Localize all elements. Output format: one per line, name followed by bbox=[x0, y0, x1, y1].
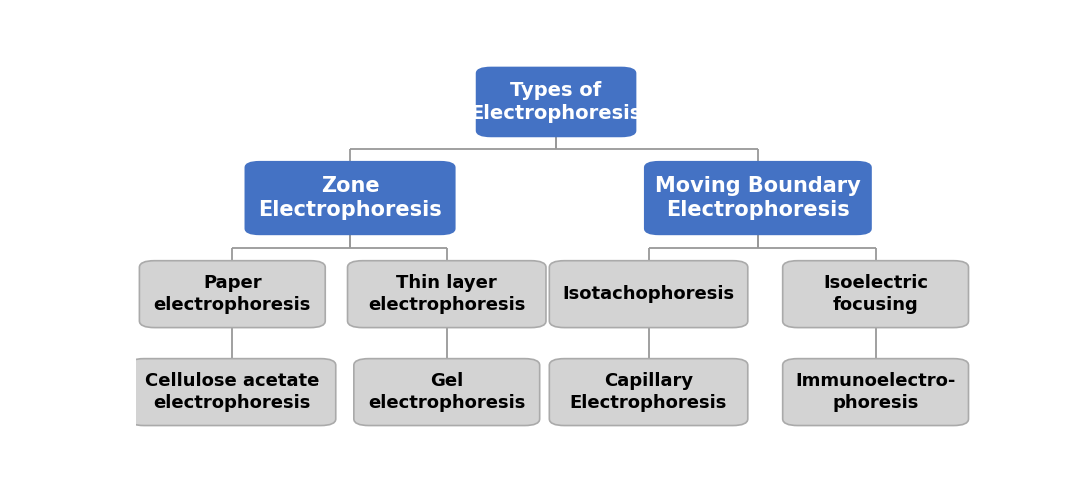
Text: Capillary
Electrophoresis: Capillary Electrophoresis bbox=[570, 372, 727, 412]
FancyBboxPatch shape bbox=[129, 359, 335, 426]
Text: Moving Boundary
Electrophoresis: Moving Boundary Electrophoresis bbox=[655, 176, 860, 220]
Text: Paper
electrophoresis: Paper electrophoresis bbox=[154, 275, 311, 314]
FancyBboxPatch shape bbox=[347, 261, 546, 327]
FancyBboxPatch shape bbox=[354, 359, 539, 426]
Text: Zone
Electrophoresis: Zone Electrophoresis bbox=[258, 176, 442, 220]
FancyBboxPatch shape bbox=[782, 261, 969, 327]
Text: Cellulose acetate
electrophoresis: Cellulose acetate electrophoresis bbox=[145, 372, 319, 412]
FancyBboxPatch shape bbox=[549, 261, 748, 327]
Text: Types of
Electrophoresis: Types of Electrophoresis bbox=[471, 81, 641, 123]
FancyBboxPatch shape bbox=[549, 359, 748, 426]
FancyBboxPatch shape bbox=[139, 261, 326, 327]
FancyBboxPatch shape bbox=[782, 359, 969, 426]
FancyBboxPatch shape bbox=[643, 161, 872, 235]
Text: Thin layer
electrophoresis: Thin layer electrophoresis bbox=[368, 275, 525, 314]
FancyBboxPatch shape bbox=[475, 67, 637, 137]
Text: Gel
electrophoresis: Gel electrophoresis bbox=[368, 372, 525, 412]
Text: Isotachophoresis: Isotachophoresis bbox=[562, 285, 735, 303]
FancyBboxPatch shape bbox=[244, 161, 456, 235]
Text: Immunoelectro-
phoresis: Immunoelectro- phoresis bbox=[795, 372, 956, 412]
Text: Isoelectric
focusing: Isoelectric focusing bbox=[824, 275, 928, 314]
